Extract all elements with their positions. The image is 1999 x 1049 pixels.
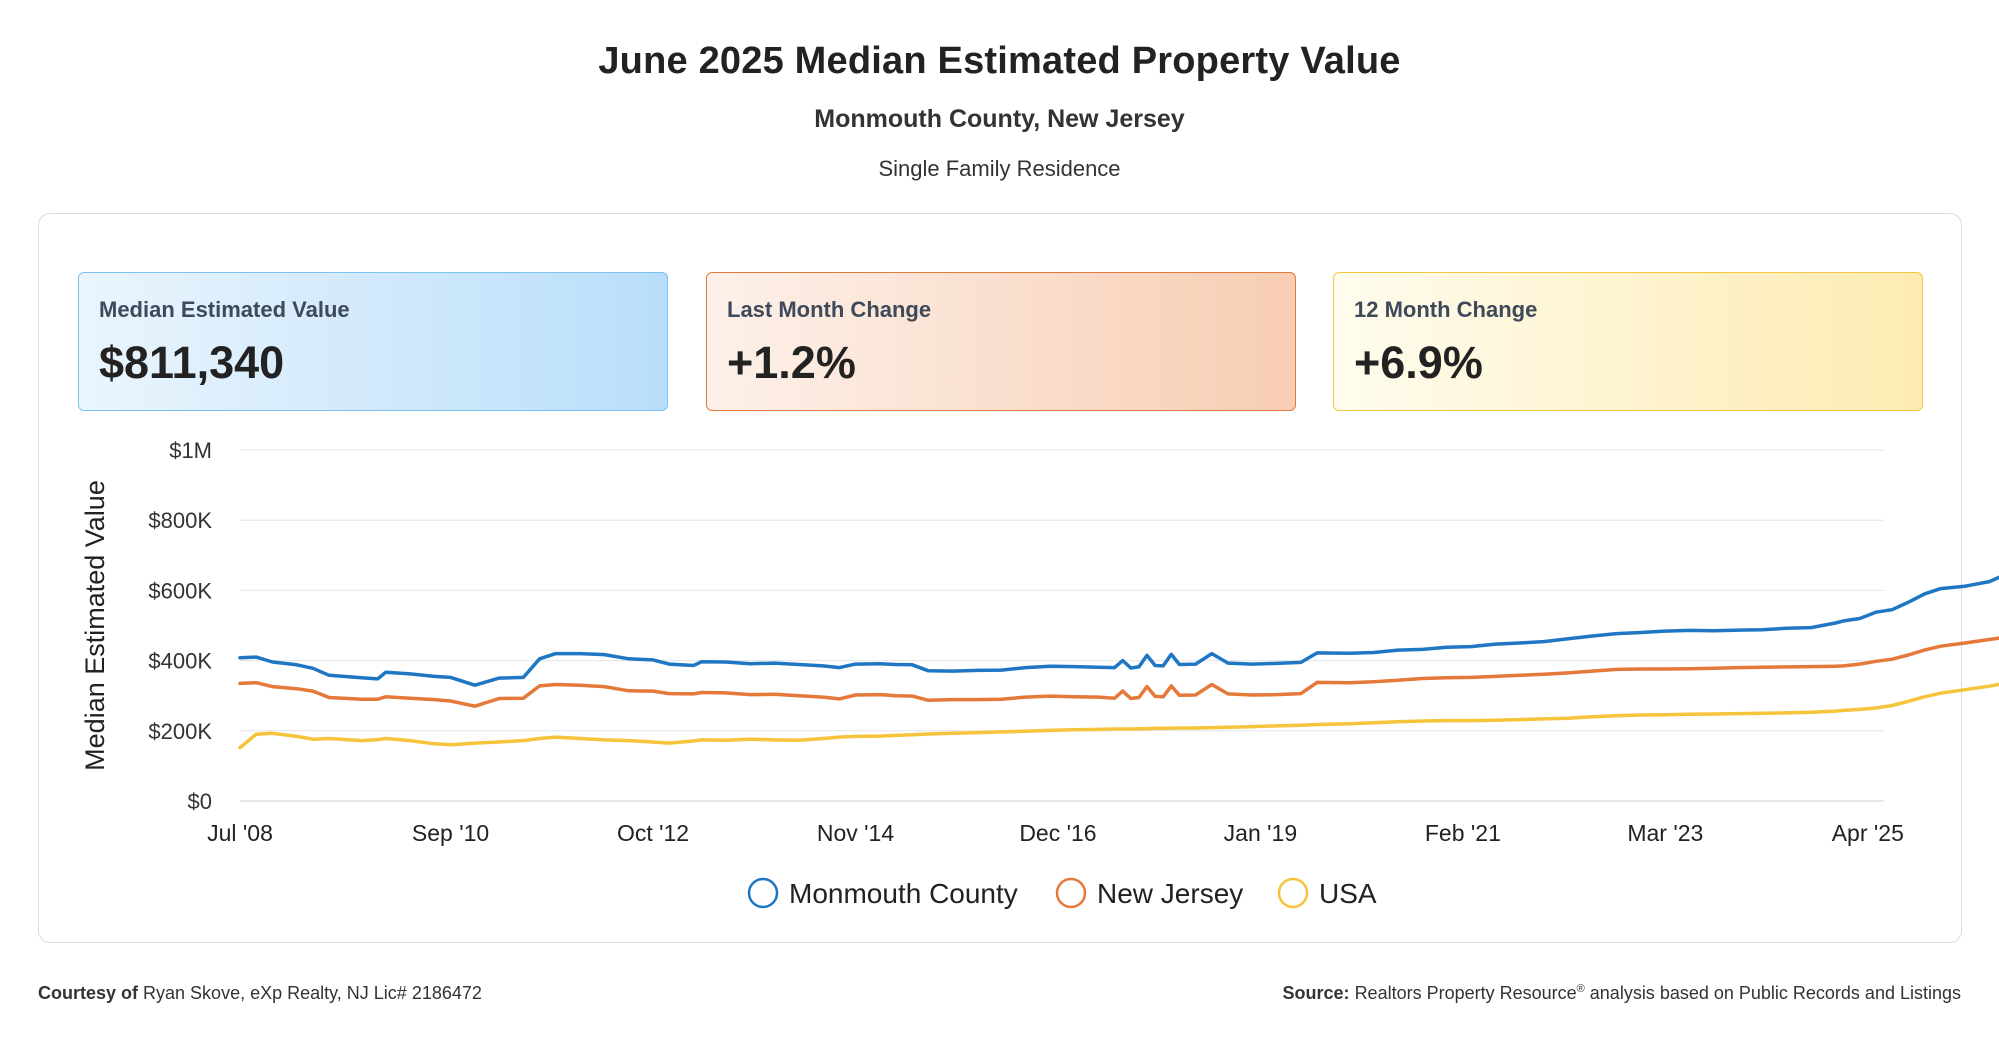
x-tick-label: Apr '25 (1832, 820, 1904, 846)
y-tick-label: $600K (148, 578, 212, 603)
source-brand: Realtors Property Resource (1354, 983, 1577, 1003)
legend-marker-new-jersey (1055, 877, 1087, 909)
courtesy-label: Courtesy of (38, 983, 139, 1003)
y-axis-title: Median Estimated Value (80, 480, 110, 771)
y-tick-label: $0 (188, 789, 212, 814)
series-line-monmouth-county (238, 575, 1999, 687)
source-text: analysis based on Public Records and Lis… (1589, 983, 1961, 1003)
series-line-usa (238, 682, 1999, 750)
legend-label-monmouth-county: Monmouth County (789, 878, 1018, 909)
twelve-month-change-value: +6.9% (1354, 337, 1483, 388)
chart-header: June 2025 Median Estimated Property Valu… (0, 40, 1999, 182)
source-note: Source: Realtors Property Resource® anal… (1283, 983, 1961, 1004)
page-title: June 2025 Median Estimated Property Valu… (598, 40, 1401, 82)
last-month-change-label: Last Month Change (727, 297, 932, 322)
y-tick-label: $800K (148, 508, 212, 533)
x-tick-label: Jul '08 (207, 820, 273, 846)
twelve-month-change-card: 12 Month Change +6.9% (1333, 272, 1923, 411)
legend-label-new-jersey: New Jersey (1097, 878, 1243, 909)
registered-mark: ® (1576, 983, 1585, 995)
courtesy-note: Courtesy of Ryan Skove, eXp Realty, NJ L… (38, 983, 482, 1004)
median-value-card: Median Estimated Value $811,340 (78, 272, 668, 411)
x-tick-label: Oct '12 (617, 820, 689, 846)
y-tick-label: $200K (148, 719, 212, 744)
chart-panel: Median Estimated Value $811,340 Last Mon… (38, 213, 1962, 943)
median-value-amount: $811,340 (99, 337, 285, 388)
location-subtitle: Monmouth County, New Jersey (814, 105, 1185, 133)
last-month-change-value: +1.2% (727, 337, 856, 388)
legend-marker-usa (1277, 877, 1309, 909)
x-tick-label: Feb '21 (1425, 820, 1501, 846)
source-label: Source: (1282, 983, 1350, 1003)
median-value-label: Median Estimated Value (99, 297, 350, 322)
courtesy-text: Ryan Skove, eXp Realty, NJ Lic# 2186472 (143, 983, 482, 1003)
series-line-new-jersey (238, 636, 1999, 708)
legend-label-usa: USA (1319, 878, 1377, 909)
y-tick-label: $1M (169, 438, 212, 463)
x-tick-label: Jan '19 (1224, 820, 1297, 846)
line-chart: $0 $200K $400K $600K $800K $1M Jul '08 Sep '10 O… (80, 438, 1999, 909)
x-tick-label: Nov '14 (817, 820, 894, 846)
legend-marker-monmouth-county (747, 877, 779, 909)
y-tick-label: $400K (148, 649, 212, 674)
x-tick-label: Dec '16 (1019, 820, 1096, 846)
last-month-change-card: Last Month Change +1.2% (706, 272, 1296, 411)
x-tick-label: Mar '23 (1627, 820, 1703, 846)
x-tick-label: Sep '10 (412, 820, 489, 846)
property-type-label: Single Family Residence (878, 156, 1121, 181)
twelve-month-change-label: 12 Month Change (1354, 297, 1538, 322)
